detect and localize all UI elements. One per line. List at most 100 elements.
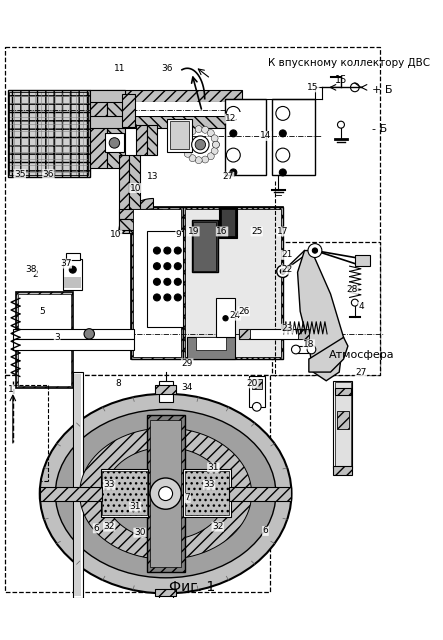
Bar bbox=[63, 259, 82, 290]
Polygon shape bbox=[196, 337, 226, 350]
Circle shape bbox=[230, 169, 237, 176]
Bar bbox=[185, 471, 229, 515]
Circle shape bbox=[211, 135, 218, 142]
Text: 10: 10 bbox=[110, 230, 122, 239]
Polygon shape bbox=[80, 429, 155, 558]
Bar bbox=[155, 385, 176, 394]
Bar bbox=[159, 593, 173, 611]
Bar bbox=[16, 292, 73, 388]
Circle shape bbox=[280, 169, 286, 176]
Text: К впускному коллектору ДВС: К впускному коллектору ДВС bbox=[268, 58, 430, 68]
Text: 25: 25 bbox=[251, 227, 262, 236]
Text: 27: 27 bbox=[355, 367, 367, 376]
Circle shape bbox=[174, 247, 181, 254]
Text: 26: 26 bbox=[238, 307, 249, 316]
Circle shape bbox=[213, 141, 219, 148]
Bar bbox=[90, 90, 125, 102]
Circle shape bbox=[253, 403, 261, 411]
Circle shape bbox=[312, 248, 318, 253]
Circle shape bbox=[230, 130, 237, 137]
Bar bbox=[90, 90, 108, 168]
Bar bbox=[131, 207, 283, 359]
Bar bbox=[229, 486, 291, 500]
Bar bbox=[272, 242, 380, 374]
Bar bbox=[333, 381, 352, 468]
Circle shape bbox=[280, 269, 285, 274]
Text: 6: 6 bbox=[93, 524, 99, 533]
Bar bbox=[239, 329, 250, 339]
Text: 15: 15 bbox=[335, 76, 347, 85]
Text: 16: 16 bbox=[216, 227, 228, 236]
Circle shape bbox=[202, 126, 209, 133]
Bar bbox=[185, 209, 281, 357]
Circle shape bbox=[174, 278, 181, 285]
Circle shape bbox=[195, 157, 202, 164]
Circle shape bbox=[280, 130, 286, 137]
Bar bbox=[183, 469, 231, 517]
Circle shape bbox=[184, 150, 191, 157]
Bar bbox=[8, 90, 90, 177]
Bar bbox=[252, 379, 262, 390]
Bar bbox=[74, 374, 82, 596]
Bar bbox=[272, 99, 315, 175]
Bar bbox=[5, 374, 270, 592]
Bar bbox=[147, 125, 157, 155]
Circle shape bbox=[211, 148, 218, 154]
Bar bbox=[18, 294, 71, 386]
Bar bbox=[119, 209, 162, 220]
Bar bbox=[90, 116, 242, 128]
Bar bbox=[355, 255, 370, 266]
Polygon shape bbox=[119, 198, 153, 233]
Text: Фиг. 1: Фиг. 1 bbox=[169, 580, 216, 595]
Bar bbox=[122, 94, 135, 127]
Circle shape bbox=[184, 132, 191, 139]
Circle shape bbox=[202, 156, 209, 163]
Text: + Б: + Б bbox=[372, 85, 392, 95]
Circle shape bbox=[153, 294, 160, 301]
Text: 31: 31 bbox=[129, 502, 141, 511]
Bar bbox=[9, 92, 88, 175]
Bar bbox=[5, 47, 380, 374]
Text: 2: 2 bbox=[33, 270, 38, 280]
Bar bbox=[335, 388, 350, 395]
Circle shape bbox=[192, 136, 209, 154]
Text: 18: 18 bbox=[303, 340, 315, 349]
Circle shape bbox=[109, 138, 120, 148]
Bar bbox=[101, 469, 148, 517]
Text: 7: 7 bbox=[184, 493, 190, 502]
Bar bbox=[192, 220, 218, 272]
Text: 31: 31 bbox=[208, 463, 219, 472]
Text: 36: 36 bbox=[43, 170, 54, 179]
Bar bbox=[219, 207, 237, 237]
Bar bbox=[194, 222, 216, 271]
Bar bbox=[216, 298, 235, 337]
Text: Атмосфера: Атмосфера bbox=[329, 349, 394, 360]
Circle shape bbox=[291, 345, 300, 354]
Circle shape bbox=[150, 478, 181, 509]
Bar bbox=[64, 276, 82, 288]
Circle shape bbox=[153, 278, 160, 285]
Bar bbox=[136, 125, 147, 155]
Circle shape bbox=[223, 316, 228, 321]
Bar bbox=[90, 102, 242, 116]
Text: 38: 38 bbox=[25, 265, 37, 274]
Polygon shape bbox=[187, 337, 235, 359]
Text: 17: 17 bbox=[277, 227, 288, 236]
Circle shape bbox=[277, 266, 289, 278]
Circle shape bbox=[164, 294, 171, 301]
Circle shape bbox=[84, 329, 94, 339]
Text: 1: 1 bbox=[8, 385, 14, 394]
Circle shape bbox=[213, 141, 219, 148]
Text: 8: 8 bbox=[115, 379, 121, 388]
Polygon shape bbox=[298, 250, 344, 381]
Circle shape bbox=[164, 262, 171, 269]
Text: 28: 28 bbox=[346, 285, 358, 294]
Bar bbox=[296, 346, 311, 353]
Bar bbox=[155, 589, 176, 596]
Bar bbox=[105, 133, 124, 152]
Circle shape bbox=[164, 278, 171, 285]
Text: 10: 10 bbox=[129, 184, 141, 193]
Bar bbox=[237, 111, 261, 120]
Bar bbox=[132, 209, 181, 357]
Circle shape bbox=[182, 138, 189, 145]
